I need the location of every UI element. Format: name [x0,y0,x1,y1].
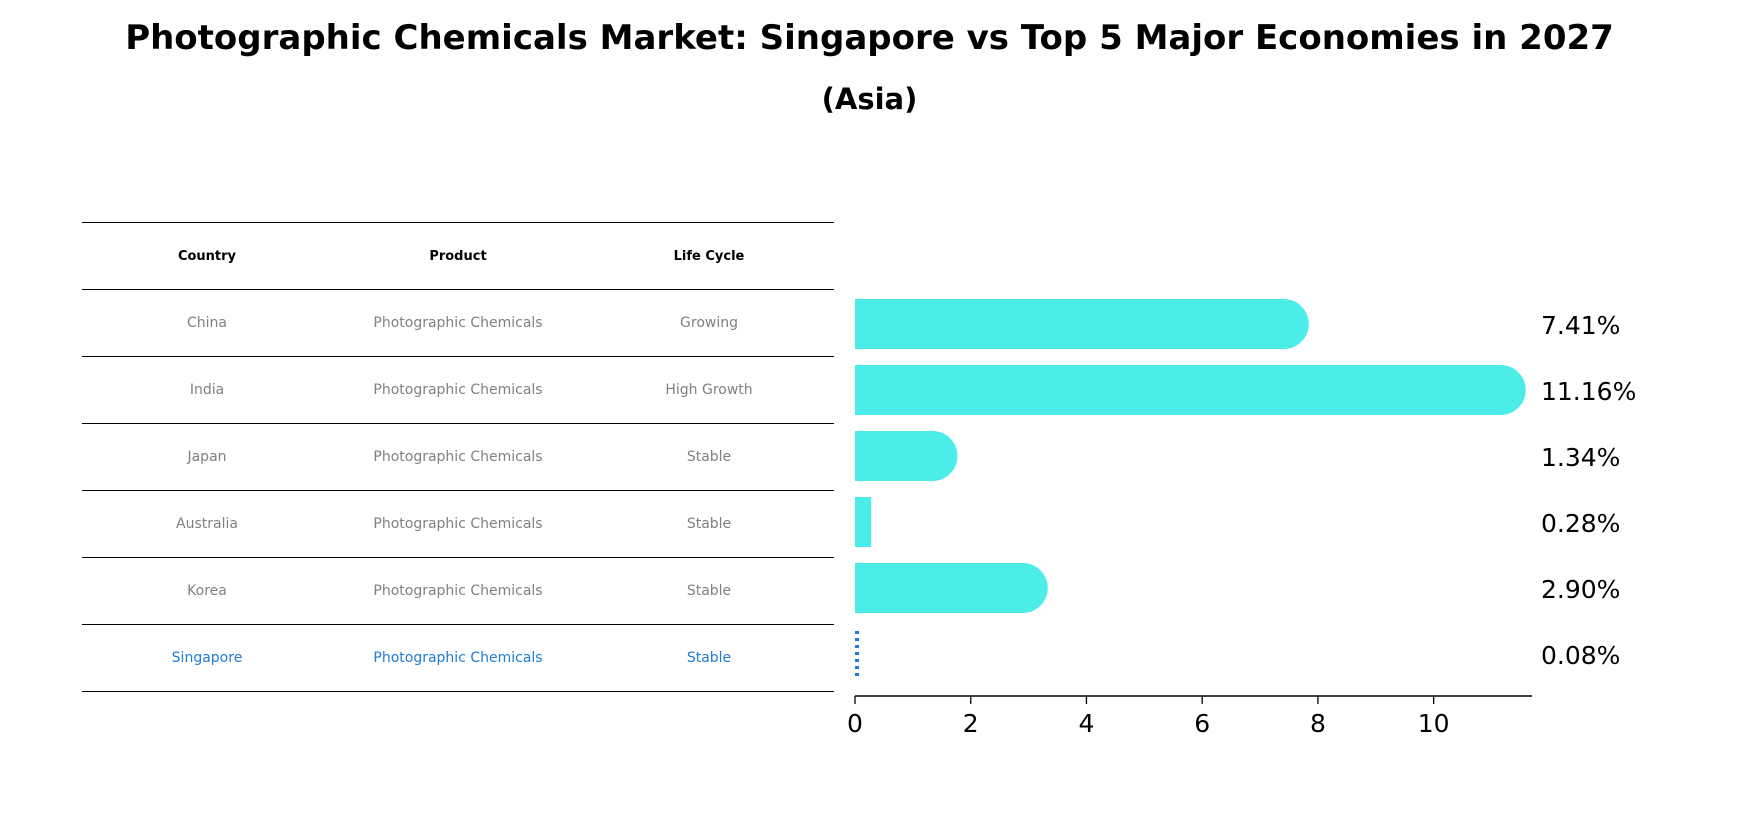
chart-subtitle: (Asia) [821,82,918,116]
cell-country: Singapore [82,624,332,692]
x-tick-label: 6 [1194,709,1210,738]
bar-cap-china [1258,299,1309,349]
value-label-china: 7.41% [1541,311,1620,340]
cell-life-cycle: Growing [584,289,834,357]
market-table: Country Product Life Cycle China Photogr… [82,222,834,692]
table-row-highlight: Singapore Photographic Chemicals Stable [82,624,834,692]
bar-cap-korea [997,563,1048,613]
value-label-japan: 1.34% [1541,443,1620,472]
table-row: Australia Photographic Chemicals Stable [82,490,834,558]
cell-life-cycle: High Growth [584,356,834,424]
cell-country: India [82,356,332,424]
bar-cap-japan [907,431,958,481]
header-life-cycle: Life Cycle [584,222,834,290]
table-row: India Photographic Chemicals High Growth [82,356,834,424]
value-label-singapore: 0.08% [1541,641,1620,670]
value-label-india: 11.16% [1541,377,1636,406]
cell-country: Korea [82,557,332,625]
cell-product: Photographic Chemicals [332,423,584,491]
chart-title: Photographic Chemicals Market: Singapore… [125,18,1614,58]
cell-life-cycle: Stable [584,423,834,491]
value-label-korea: 2.90% [1541,575,1620,604]
cell-product: Photographic Chemicals [332,490,584,558]
cell-product: Photographic Chemicals [332,624,584,692]
cell-life-cycle: Stable [584,557,834,625]
table-row: China Photographic Chemicals Growing [82,289,834,357]
x-tick-label: 2 [963,709,979,738]
cell-country: Australia [82,490,332,558]
x-tick-label: 4 [1078,709,1094,738]
table-row: Japan Photographic Chemicals Stable [82,423,834,491]
bar-korea [855,563,1023,613]
table-header-row: Country Product Life Cycle [82,222,834,290]
table-row: Korea Photographic Chemicals Stable [82,557,834,625]
cell-product: Photographic Chemicals [332,356,584,424]
cell-life-cycle: Stable [584,490,834,558]
cell-country: Japan [82,423,332,491]
x-tick-label: 10 [1418,709,1450,738]
header-country: Country [82,222,332,290]
bar-cap-india [1475,365,1526,415]
header-product: Product [332,222,584,290]
cell-life-cycle: Stable [584,624,834,692]
x-tick-label: 8 [1310,709,1326,738]
cell-country: China [82,289,332,357]
bar-china [855,299,1284,349]
x-tick-label: 0 [847,709,863,738]
value-label-australia: 0.28% [1541,509,1620,538]
cell-product: Photographic Chemicals [332,289,584,357]
bar-australia [855,497,872,547]
bar-india [855,365,1501,415]
